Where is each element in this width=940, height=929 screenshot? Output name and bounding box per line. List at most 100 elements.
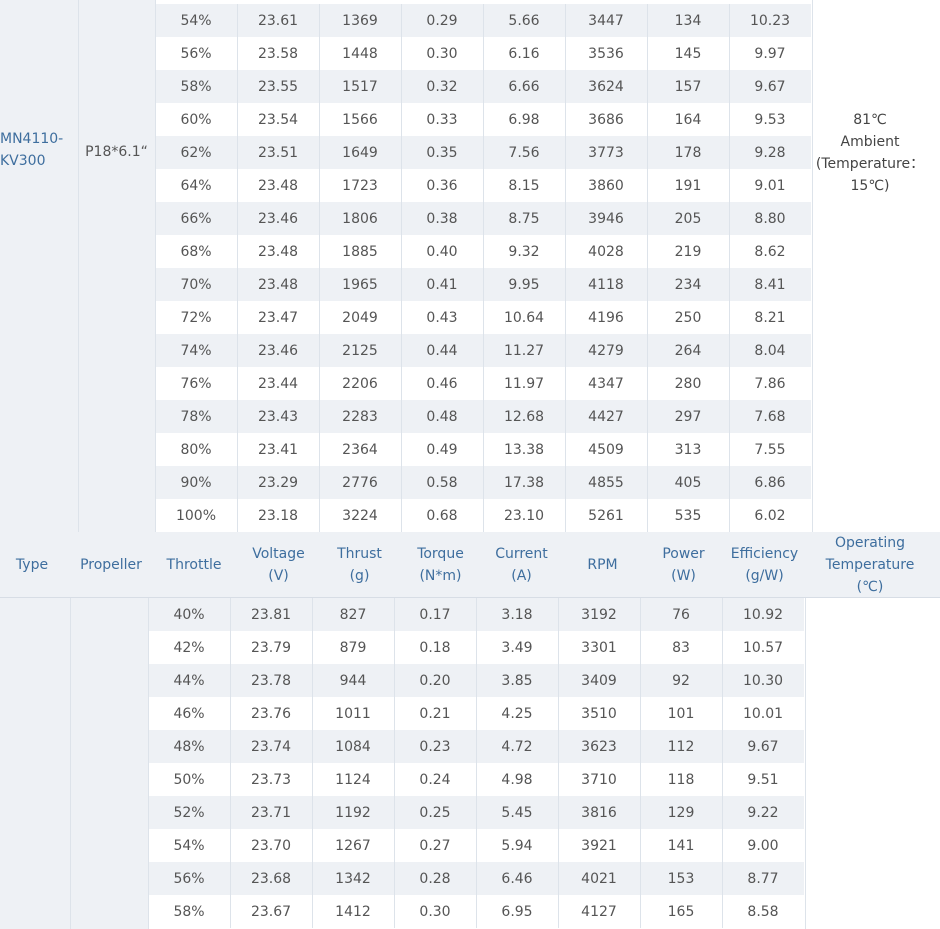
column-divider <box>319 169 320 202</box>
power-cell: 313 <box>674 441 702 458</box>
header-rpm-label: RPM <box>587 556 618 573</box>
power-cell: 297 <box>674 408 702 425</box>
column-divider <box>558 598 559 631</box>
voltage-cell: 23.81 <box>250 606 292 623</box>
current-cell: 23.10 <box>503 507 545 524</box>
rpm-cell: 3946 <box>588 210 624 227</box>
throttle-cell: 42% <box>173 639 205 656</box>
throttle-cell: 66% <box>180 210 212 227</box>
column-divider <box>565 70 566 103</box>
column-divider <box>237 103 238 136</box>
throttle-cell: 60% <box>180 111 212 128</box>
thrust-cell: 2125 <box>342 342 378 359</box>
thrust-cell: 2776 <box>342 474 378 491</box>
column-divider <box>476 697 477 730</box>
voltage-cell: 23.71 <box>250 804 292 821</box>
header-torque-unit: (N*m) <box>419 567 462 584</box>
column-divider <box>647 70 648 103</box>
temp-value: 81℃ <box>853 112 887 128</box>
column-divider <box>483 4 484 37</box>
column-divider <box>476 598 477 631</box>
throttle-cell: 48% <box>173 738 205 755</box>
column-divider <box>319 37 320 70</box>
current-cell: 10.64 <box>503 309 545 326</box>
column-divider <box>319 4 320 37</box>
torque-cell: 0.29 <box>426 12 458 29</box>
header-rpm: RPM <box>562 532 643 597</box>
header-efficiency: Efficiency (g/W) <box>724 532 805 597</box>
column-divider <box>483 301 484 334</box>
current-cell: 9.32 <box>508 243 540 260</box>
efficiency-cell: 9.00 <box>747 837 779 854</box>
column-divider <box>319 466 320 499</box>
power-cell: 129 <box>667 804 695 821</box>
column-divider <box>729 103 730 136</box>
column-divider <box>483 136 484 169</box>
column-divider <box>312 697 313 730</box>
rpm-cell: 3510 <box>581 705 617 722</box>
column-divider <box>647 367 648 400</box>
column-divider <box>476 631 477 664</box>
column-divider <box>558 763 559 796</box>
efficiency-cell: 7.55 <box>754 441 786 458</box>
power-cell: 76 <box>672 606 690 623</box>
torque-cell: 0.30 <box>426 45 458 62</box>
efficiency-cell: 10.01 <box>742 705 784 722</box>
voltage-cell: 23.29 <box>257 474 299 491</box>
voltage-cell: 23.58 <box>257 45 299 62</box>
throttle-cell: 64% <box>180 177 212 194</box>
column-divider <box>483 367 484 400</box>
column-divider <box>722 664 723 697</box>
header-optemp-unit: (℃) <box>856 578 884 595</box>
throttle-cell: 40% <box>173 606 205 623</box>
header-operating-temp: Operating Temperature (℃) <box>812 532 928 597</box>
torque-cell: 0.48 <box>426 408 458 425</box>
current-cell: 8.75 <box>508 210 540 227</box>
efficiency-cell: 9.01 <box>754 177 786 194</box>
header-voltage: Voltage (V) <box>238 532 319 597</box>
column-divider <box>729 268 730 301</box>
column-divider <box>230 598 231 631</box>
voltage-cell: 23.55 <box>257 78 299 95</box>
thrust-cell: 2049 <box>342 309 378 326</box>
header-propeller: Propeller <box>70 532 152 597</box>
current-cell: 3.49 <box>501 639 533 656</box>
column-divider <box>558 862 559 895</box>
voltage-cell: 23.48 <box>257 177 299 194</box>
column-divider <box>237 70 238 103</box>
efficiency-cell: 9.97 <box>754 45 786 62</box>
thrust-cell: 879 <box>339 639 367 656</box>
thrust-cell: 1342 <box>335 870 371 887</box>
current-cell: 4.25 <box>501 705 533 722</box>
torque-cell: 0.25 <box>419 804 451 821</box>
column-divider <box>640 862 641 895</box>
top-divider-prop <box>155 0 156 532</box>
column-divider <box>319 301 320 334</box>
column-divider <box>647 334 648 367</box>
power-cell: 134 <box>674 12 702 29</box>
efficiency-cell: 10.57 <box>742 639 784 656</box>
column-divider <box>647 169 648 202</box>
voltage-cell: 23.67 <box>250 903 292 920</box>
header-optemp-label1: Operating <box>835 534 905 551</box>
throttle-cell: 80% <box>180 441 212 458</box>
column-divider <box>394 862 395 895</box>
column-divider <box>729 70 730 103</box>
header-efficiency-unit: (g/W) <box>745 567 784 584</box>
column-divider <box>640 895 641 928</box>
torque-cell: 0.58 <box>426 474 458 491</box>
torque-cell: 0.21 <box>419 705 451 722</box>
header-optemp-label2: Temperature <box>825 556 915 573</box>
column-divider <box>565 499 566 532</box>
column-divider <box>558 664 559 697</box>
current-cell: 6.46 <box>501 870 533 887</box>
current-cell: 5.45 <box>501 804 533 821</box>
column-divider <box>483 268 484 301</box>
efficiency-cell: 6.86 <box>754 474 786 491</box>
header-efficiency-label: Efficiency <box>730 545 799 562</box>
column-divider <box>729 301 730 334</box>
column-divider <box>401 70 402 103</box>
column-divider <box>640 829 641 862</box>
thrust-cell: 1806 <box>342 210 378 227</box>
column-divider <box>722 829 723 862</box>
